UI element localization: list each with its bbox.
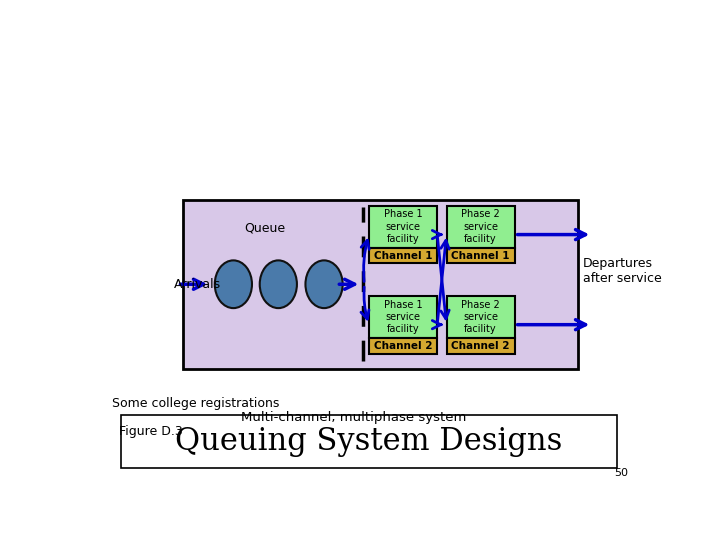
Text: Channel 1: Channel 1 — [451, 251, 510, 261]
Text: 50: 50 — [615, 468, 629, 477]
Ellipse shape — [305, 260, 343, 308]
Text: Arrivals: Arrivals — [174, 278, 221, 291]
Bar — [183, 200, 578, 369]
Bar — [369, 206, 437, 248]
Bar — [369, 248, 437, 264]
Ellipse shape — [260, 260, 297, 308]
Bar — [446, 296, 515, 338]
Bar — [369, 296, 437, 338]
Text: Channel 2: Channel 2 — [374, 341, 432, 351]
Text: Phase 1
service
facility: Phase 1 service facility — [384, 210, 423, 244]
Bar — [446, 248, 515, 264]
Bar — [446, 338, 515, 354]
Text: Channel 1: Channel 1 — [374, 251, 432, 261]
Ellipse shape — [215, 260, 252, 308]
Text: Phase 2
service
facility: Phase 2 service facility — [462, 210, 500, 244]
Text: Channel 2: Channel 2 — [451, 341, 510, 351]
Bar — [369, 338, 437, 354]
Text: Multi-channel, multiphase system: Multi-channel, multiphase system — [240, 411, 466, 424]
Text: Queue: Queue — [244, 221, 285, 234]
Text: Some college registrations: Some college registrations — [112, 397, 279, 410]
Text: Phase 2
service
facility: Phase 2 service facility — [462, 300, 500, 334]
Text: Phase 1
service
facility: Phase 1 service facility — [384, 300, 423, 334]
Text: Queuing System Designs: Queuing System Designs — [175, 426, 563, 457]
Text: Departures
after service: Departures after service — [583, 257, 662, 285]
Text: Figure D.3: Figure D.3 — [120, 425, 183, 438]
Bar — [446, 206, 515, 248]
Bar — [121, 415, 617, 468]
